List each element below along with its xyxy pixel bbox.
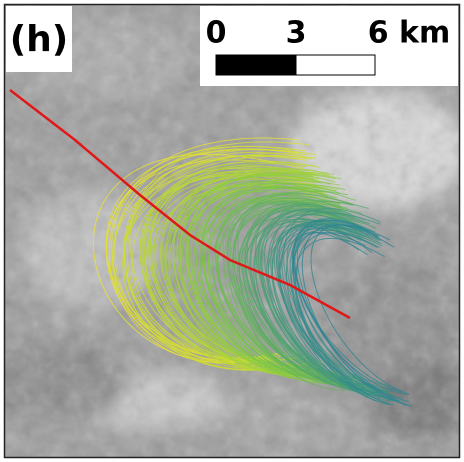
scale-label: 6 km — [368, 16, 451, 51]
scale-bar-white — [296, 55, 375, 75]
map-figure: (h) 0 3 6 km — [0, 0, 464, 462]
panel-label: (h) — [10, 19, 69, 60]
page: (h) 0 3 6 km (() => { const data = JSON.… — [0, 0, 464, 462]
scale-label: 0 — [206, 16, 227, 51]
scale-label: 3 — [286, 16, 307, 51]
scale-bar-black — [216, 55, 296, 75]
